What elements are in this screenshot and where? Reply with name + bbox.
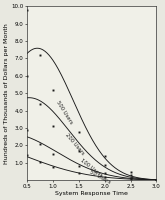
Text: 500 Users: 500 Users [55,100,73,125]
Text: 100 Users: 100 Users [80,158,104,178]
X-axis label: System Response Time: System Response Time [55,191,128,196]
Text: 50 Users: 50 Users [89,169,112,184]
Y-axis label: Hundreds of Thousands of Dollars per Month: Hundreds of Thousands of Dollars per Mon… [4,23,9,164]
Text: 200 Users: 200 Users [64,133,85,156]
